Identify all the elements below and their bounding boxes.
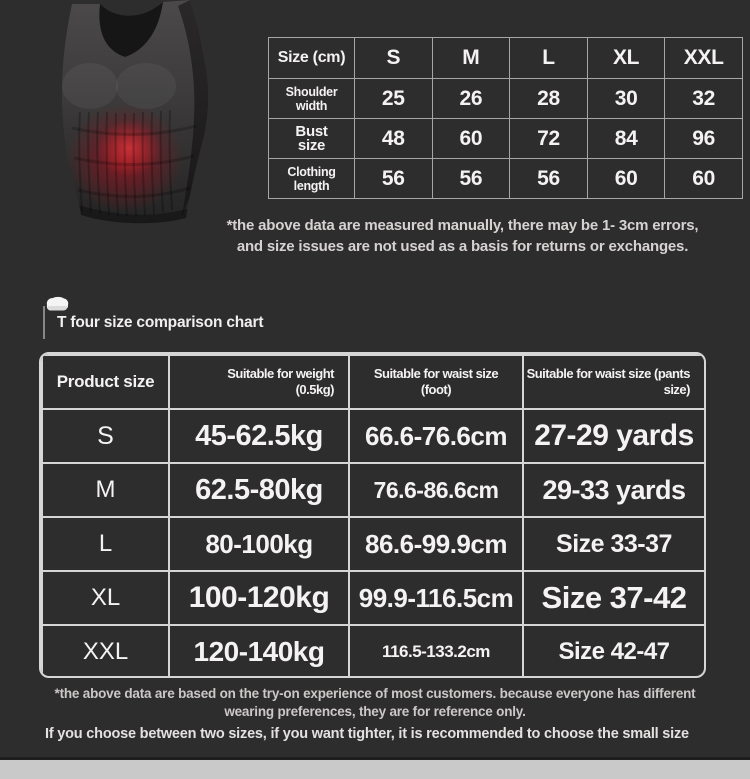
header-line: Suitable for weight	[227, 366, 334, 381]
cell-waist-foot: 86.6-99.9cm	[348, 516, 524, 572]
table-row: Shoulder width 25 26 28 30 32	[268, 78, 743, 119]
comparison-disclaimer: *the above data are based on the try-on …	[0, 685, 750, 721]
cell-waist-pants: 29-33 yards	[522, 462, 704, 518]
cell: 25	[354, 78, 433, 119]
header-line: (foot)	[420, 382, 452, 397]
cell-waist-foot: 66.6-76.6cm	[348, 408, 524, 464]
header-weight: Suitable for weight (0.5kg)	[168, 354, 350, 410]
vest-neck-interior	[99, 2, 163, 57]
vest-seams	[71, 124, 197, 199]
header-waist-pants: Suitable for waist size (pants size)	[522, 354, 704, 410]
row-label-bust-size: Bust size	[268, 118, 355, 159]
cell-waist-pants: Size 33-37	[522, 516, 704, 572]
cell: 32	[664, 78, 743, 119]
header-line: (0.5kg)	[295, 382, 335, 397]
disclaimer-line: wearing preferences, they are for refere…	[224, 704, 526, 719]
row-label-shoulder-width: Shoulder width	[268, 78, 355, 119]
size-table-disclaimer: *the above data are measured manually, t…	[180, 215, 745, 257]
size-col-xxl: XXL	[664, 37, 743, 79]
table-row: S 45-62.5kg 66.6-76.6cm 27-29 yards	[41, 408, 704, 464]
comparison-table: Product size Suitable for weight (0.5kg)…	[41, 354, 704, 676]
size-col-xl: XL	[586, 37, 666, 79]
table-row: XXL 120-140kg 116.5-133.2cm Size 42-47	[41, 624, 704, 676]
size-col-s: S	[354, 37, 433, 79]
size-advice-note: If you choose between two sizes, if you …	[45, 726, 689, 742]
cell: 84	[586, 118, 666, 159]
cell-size: S	[41, 408, 170, 464]
cell-size: M	[41, 462, 170, 518]
cell-weight: 100-120kg	[168, 570, 350, 626]
cell: 28	[509, 78, 588, 119]
row-label-clothing-length: Clothing length	[268, 158, 355, 199]
table-row: Bust size 48 60 72 84 96	[268, 118, 743, 159]
comparison-table-wrap: Product size Suitable for weight (0.5kg)…	[39, 352, 706, 678]
cell-weight: 45-62.5kg	[168, 408, 350, 464]
cell-waist-pants: Size 42-47	[522, 624, 704, 676]
size-col-m: M	[431, 37, 511, 79]
cell-size: XL	[41, 570, 170, 626]
disclaimer-line: *the above data are based on the try-on …	[54, 686, 696, 701]
cell-waist-pants: Size 37-42	[522, 570, 704, 626]
page-title: T four size comparison chart	[57, 314, 264, 331]
cell-size: L	[41, 516, 170, 572]
bottom-divider	[0, 757, 750, 760]
vest-ribbing	[78, 109, 173, 217]
size-col-l: L	[509, 37, 588, 79]
cell-weight: 120-140kg	[168, 624, 350, 676]
vest-illustration	[62, 0, 209, 224]
cell: 26	[431, 78, 511, 119]
header-line: Suitable for waist size (pants	[526, 366, 691, 381]
cell-waist-pants: 27-29 yards	[522, 408, 704, 464]
bottom-bar	[0, 760, 750, 779]
disclaimer-line: *the above data are measured manually, t…	[226, 217, 699, 234]
table-row: XL 100-120kg 99.9-116.5cm Size 37-42	[41, 570, 704, 626]
cell-size: XXL	[41, 624, 170, 676]
cell: 56	[509, 158, 588, 199]
header-line: size)	[663, 382, 691, 397]
cell: 60	[586, 158, 666, 199]
cell-waist-foot: 99.9-116.5cm	[348, 570, 524, 626]
size-table-corner: Size (cm)	[268, 37, 355, 79]
cell: 30	[586, 78, 666, 119]
cell-waist-foot: 76.6-86.6cm	[348, 462, 524, 518]
header-product-size: Product size	[41, 354, 170, 410]
clothing-stack-icon	[46, 296, 69, 311]
product-image-vest	[28, 0, 243, 235]
size-table: Size (cm) S M L XL XXL Shoulder width 25…	[268, 37, 743, 199]
header-waist-foot: Suitable for waist size (foot)	[348, 354, 524, 410]
table-row: L 80-100kg 86.6-99.9cm Size 33-37	[41, 516, 704, 572]
header-line: Suitable for waist size	[373, 366, 499, 381]
disclaimer-line: and size issues are not used as a basis …	[236, 238, 689, 255]
cell: 72	[509, 118, 588, 159]
table-row: M 62.5-80kg 76.6-86.6cm 29-33 yards	[41, 462, 704, 518]
cell: 56	[431, 158, 511, 199]
table-header-row: Product size Suitable for weight (0.5kg)…	[41, 354, 704, 410]
cell: 56	[354, 158, 433, 199]
table-row: Clothing length 56 56 56 60 60	[268, 158, 743, 199]
cell: 48	[354, 118, 433, 159]
cell: 60	[431, 118, 511, 159]
cell-weight: 62.5-80kg	[168, 462, 350, 518]
title-rule	[43, 306, 45, 339]
cell-waist-foot: 116.5-133.2cm	[348, 624, 524, 676]
cell: 96	[664, 118, 743, 159]
cell-weight: 80-100kg	[168, 516, 350, 572]
cell: 60	[664, 158, 743, 199]
